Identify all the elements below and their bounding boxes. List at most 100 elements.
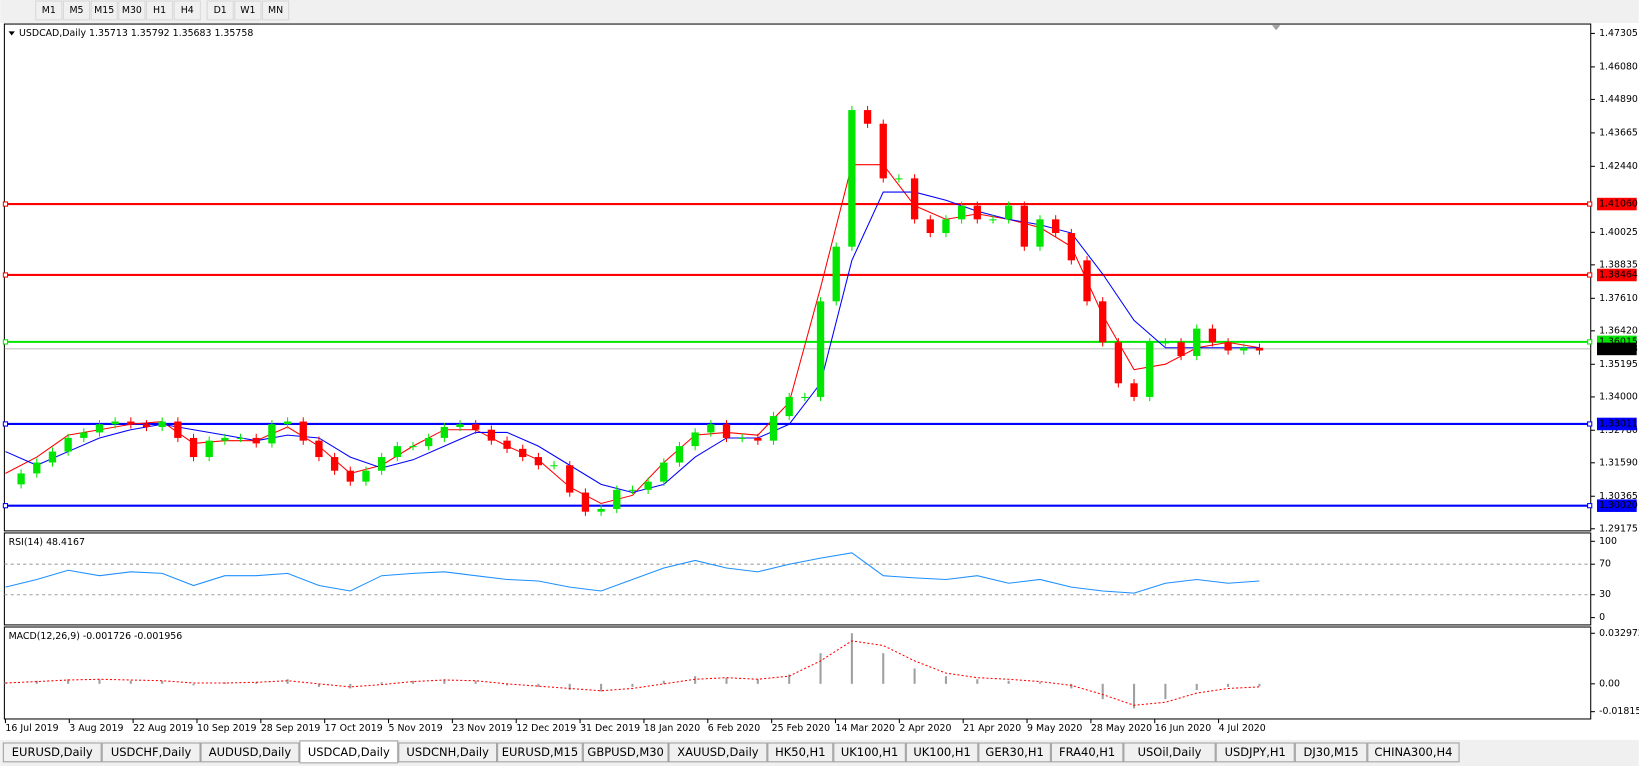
timeframe-button[interactable]: M15 [90,0,118,21]
timeframe-button[interactable]: M1 [35,0,63,21]
candle-body [330,457,339,471]
tab-frame [668,742,768,763]
symbol-tab[interactable]: FRA40,H1 [1050,742,1124,763]
candle-body [613,489,621,509]
button-frame [118,0,146,21]
timeframe-button[interactable]: W1 [234,0,262,21]
candle-body [1114,342,1123,384]
y-tick-label: 0.00 [1599,678,1620,689]
level-handle [2,339,9,345]
candle-body [1255,347,1264,351]
candle-body [1177,342,1185,356]
candle-body [221,437,229,441]
x-tick-label: 25 Feb 2020 [772,723,830,734]
symbol-tab[interactable]: USDJPY,H1 [1215,742,1295,763]
y-tick-label: 1.35195 [1599,359,1638,370]
candle-body [158,421,166,427]
candle-body [205,440,213,458]
y-tick-label: 1.44890 [1599,94,1638,105]
candle-body [1208,328,1217,343]
x-tick-label: 5 Nov 2019 [389,723,443,734]
candle-body [487,429,496,441]
level-handle [1587,421,1593,427]
level-label: 1.41060 [1599,199,1638,210]
candle-body [1130,383,1138,397]
symbol-tab[interactable]: USDCNH,Daily [398,742,498,763]
candle-body [738,437,746,439]
symbol-tab[interactable]: USDCAD,Daily [299,740,399,764]
candle-body [268,424,276,444]
timeframe-button[interactable]: M5 [62,0,91,21]
y-tick-label: 1.38835 [1599,259,1638,270]
candle-body [252,437,260,444]
symbol-tab[interactable]: EURUSD,Daily [2,742,102,763]
candle-body [440,426,448,438]
symbol-tab[interactable]: USOil,Daily [1123,742,1216,763]
button-label: M30 [122,5,142,16]
symbol-tab[interactable]: XAUUSD,Daily [668,742,768,763]
symbol-tab[interactable]: USDCHF,Daily [101,742,201,763]
x-tick-label: 17 Oct 2019 [325,723,383,734]
candle-body [550,465,558,467]
symbol-tab[interactable]: CHINA300,H4 [1367,742,1460,763]
tab-frame [582,742,669,763]
symbol-tab[interactable]: EURUSD,M15 [497,742,583,763]
button-label: M5 [69,5,83,16]
moving-average [5,164,1260,505]
button-label: D1 [214,5,227,16]
timeframe-button[interactable]: M30 [118,0,146,21]
y-tick-label: 1.32780 [1599,425,1638,436]
chart-shift-marker [1271,25,1281,31]
button-label: H1 [153,5,166,16]
y-tick-label: 1.29175 [1599,523,1638,534]
candle-body [174,421,182,438]
symbol-tab[interactable]: DJ30,M15 [1294,742,1368,763]
tab-label: USDCAD,Daily [308,745,390,759]
x-tick-label: 21 Apr 2020 [963,723,1021,734]
level-handle [1587,503,1593,509]
candle-body [895,178,903,180]
symbol-tab[interactable]: GBPUSD,M30 [582,742,669,763]
symbol-tab[interactable]: UK100,H1 [905,742,979,763]
button-label: W1 [240,5,255,16]
candle-body [785,396,793,417]
tab-label: UK100,H1 [841,745,898,759]
tab-label: EURUSD,Daily [12,745,93,759]
y-tick-label: 1.42440 [1599,161,1638,172]
y-tick-label: 100 [1599,536,1617,547]
symbol-tab[interactable]: HK50,H1 [767,742,834,763]
level-handle [2,421,9,427]
y-tick-label: 1.43665 [1599,127,1638,138]
y-tick-label: 1.47305 [1599,28,1638,39]
candle-body [957,205,966,220]
button-label: M1 [42,5,56,16]
y-tick-label: 1.37610 [1599,293,1638,304]
level-tag [1596,417,1637,431]
candle-body [879,123,887,179]
candle-body [393,446,401,458]
tab-label: FRA40,H1 [1059,745,1115,759]
candle-body [1240,347,1248,351]
tab-frame [1367,742,1460,763]
tab-frame [299,740,399,764]
symbol-tab[interactable]: AUDUSD,Daily [200,742,300,763]
candle-body [127,421,135,425]
y-tick-label: 1.40025 [1599,227,1638,238]
tab-label: HK50,H1 [775,745,825,759]
x-tick-label: 22 Aug 2019 [133,723,193,734]
candle-body [299,421,307,441]
timeframe-button[interactable]: D1 [206,0,234,21]
candle-body [973,205,981,220]
y-tick-label: -0.018154 [1599,706,1639,717]
level-label: 1.33011 [1599,418,1638,429]
x-tick-label: 9 May 2020 [1027,723,1082,734]
collapse-arrow [8,31,15,36]
timeframe-button[interactable]: H1 [145,0,174,21]
y-tick-label: 1.34000 [1599,391,1638,402]
timeframe-button[interactable]: MN [261,0,290,21]
candle-body [566,465,574,493]
timeframe-button[interactable]: H4 [173,0,201,21]
symbol-tab[interactable]: GER30,H1 [978,742,1051,763]
symbol-tab[interactable]: UK100,H1 [833,742,906,763]
